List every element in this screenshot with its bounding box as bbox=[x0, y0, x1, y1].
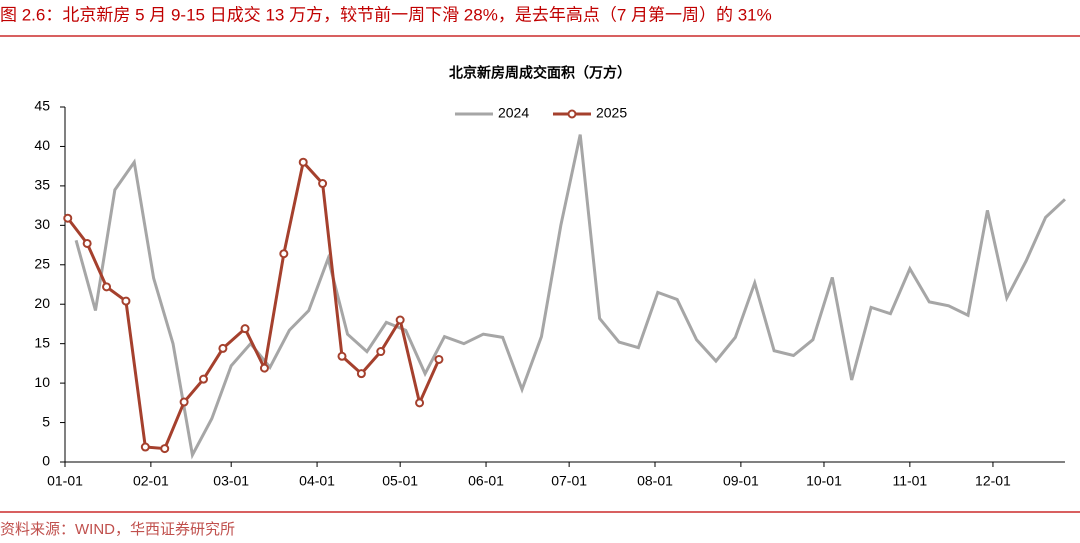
point-marker bbox=[259, 363, 269, 373]
point-marker bbox=[240, 324, 250, 334]
point-marker bbox=[376, 347, 386, 357]
point-marker bbox=[140, 442, 150, 452]
x-tick-label: 06-01 bbox=[468, 473, 504, 489]
x-tick-label: 09-01 bbox=[723, 473, 759, 489]
point-marker bbox=[395, 315, 405, 325]
series-line bbox=[66, 159, 441, 451]
x-tick-label: 11-01 bbox=[892, 473, 927, 489]
legend-marker bbox=[567, 109, 577, 119]
point-marker bbox=[179, 397, 189, 407]
legend-label: 2025 bbox=[596, 105, 627, 121]
point-marker bbox=[279, 249, 289, 259]
chart-title: 北京新房周成交面积（万方） bbox=[449, 65, 631, 81]
y-tick-label: 15 bbox=[34, 334, 50, 350]
point-marker bbox=[160, 444, 170, 454]
x-tick-label: 04-01 bbox=[299, 473, 335, 489]
y-tick-label: 35 bbox=[34, 177, 50, 193]
x-tick-label: 12-01 bbox=[975, 473, 1011, 489]
x-tick-label: 02-01 bbox=[133, 473, 169, 489]
point-marker bbox=[102, 282, 112, 292]
x-tick-label: 10-01 bbox=[806, 473, 842, 489]
y-tick-label: 0 bbox=[42, 453, 50, 469]
legend-label: 2024 bbox=[498, 105, 529, 121]
point-marker bbox=[82, 238, 92, 248]
x-tick-label: 01-01 bbox=[47, 473, 83, 489]
point-marker bbox=[199, 374, 208, 384]
point-marker bbox=[434, 354, 444, 364]
y-tick-label: 30 bbox=[34, 216, 50, 232]
y-tick-label: 25 bbox=[34, 255, 50, 271]
y-tick-label: 20 bbox=[34, 295, 50, 311]
y-tick-label: 5 bbox=[42, 413, 50, 429]
y-tick-label: 45 bbox=[34, 98, 50, 114]
point-marker bbox=[318, 179, 328, 189]
y-tick-label: 10 bbox=[34, 374, 50, 390]
source-note: 资料来源：WIND，华西证券研究所 bbox=[0, 521, 235, 538]
point-marker bbox=[121, 296, 131, 306]
series-line bbox=[74, 134, 1066, 460]
x-tick-label: 03-01 bbox=[213, 473, 249, 489]
y-tick-label: 40 bbox=[34, 137, 50, 153]
x-tick-label: 08-01 bbox=[637, 473, 673, 489]
figure-caption: 图 2.6：北京新房 5 月 9-15 日成交 13 万方，较节前一周下滑 28… bbox=[0, 5, 772, 24]
point-marker bbox=[415, 398, 425, 408]
x-tick-label: 05-01 bbox=[382, 473, 418, 489]
x-tick-label: 07-01 bbox=[551, 473, 587, 489]
point-marker bbox=[298, 157, 308, 167]
point-marker bbox=[63, 213, 73, 223]
point-marker bbox=[337, 351, 347, 361]
point-marker bbox=[218, 343, 228, 353]
point-marker bbox=[356, 369, 366, 379]
